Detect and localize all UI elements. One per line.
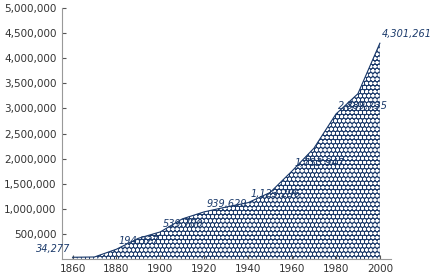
Text: 34,277: 34,277 [36,244,70,254]
Text: 939,629: 939,629 [206,199,247,209]
Text: 1,753,947: 1,753,947 [294,158,344,168]
Text: 539,700: 539,700 [163,219,203,229]
Text: 1,123,296: 1,123,296 [250,189,300,199]
Text: 2,889,735: 2,889,735 [338,101,388,111]
Text: 4,301,261: 4,301,261 [382,29,432,39]
Text: 194,327: 194,327 [119,236,159,246]
